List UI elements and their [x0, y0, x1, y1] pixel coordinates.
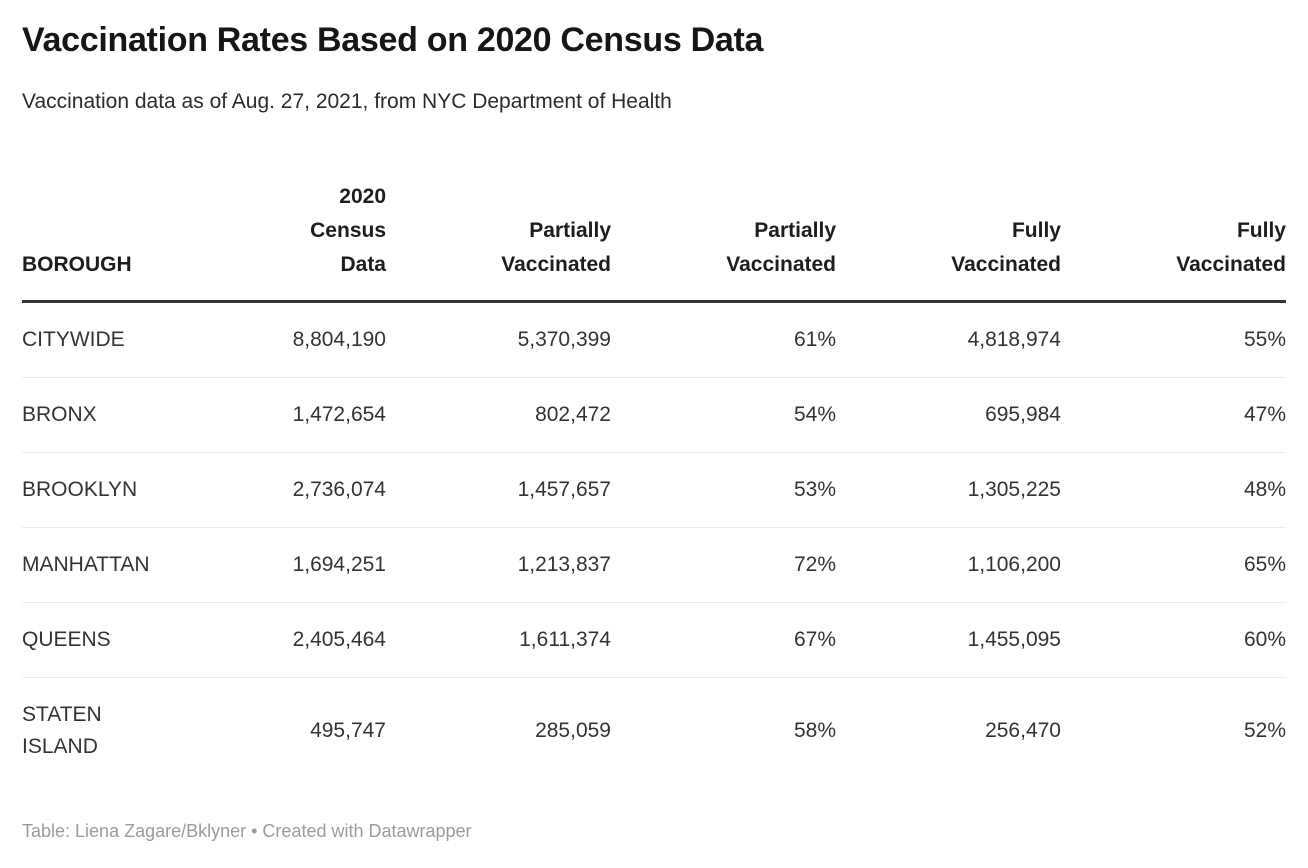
table-row: STATEN ISLAND 495,747 285,059 58% 256,470 52% — [22, 678, 1286, 785]
cell-value: 54% — [793, 403, 836, 427]
cell-value: 1,455,095 — [967, 628, 1061, 652]
cell-borough: QUEENS — [22, 628, 111, 652]
cell-value: 285,059 — [535, 719, 611, 743]
table-row: BROOKLYN 2,736,074 1,457,657 53% 1,305,225 48… — [22, 453, 1286, 528]
subtitle: Vaccination data as of Aug. 27, 2021, fr… — [22, 89, 672, 113]
cell-value: 53% — [793, 478, 836, 502]
table-row: MANHATTAN 1,694,251 1,213,837 72% 1,106,200 6… — [22, 528, 1286, 603]
table-row: BRONX 1,472,654 802,472 54% 695,984 47% — [22, 378, 1286, 453]
cell-borough: BROOKLYN — [22, 478, 138, 502]
cell-value: 802,472 — [535, 403, 611, 427]
cell-borough: BRONX — [22, 403, 97, 427]
header-row: BOROUGH 2020 Census Data Partially Vacci… — [22, 180, 1286, 302]
cell-value: 47% — [1243, 403, 1286, 427]
column-header-partially-vaccinated-pct: Partially Vaccinated — [726, 219, 836, 277]
cell-value: 2,736,074 — [292, 478, 386, 502]
cell-value: 1,457,657 — [517, 478, 611, 502]
table-row: CITYWIDE 8,804,190 5,370,399 61% 4,818,974 55… — [22, 302, 1286, 378]
cell-value: 61% — [793, 328, 836, 352]
cell-value: 65% — [1243, 553, 1286, 577]
cell-value: 58% — [793, 719, 836, 743]
cell-value: 1,694,251 — [292, 553, 386, 577]
vaccination-table: BOROUGH 2020 Census Data Partially Vacci… — [22, 180, 1286, 784]
datawrapper-embed: Vaccination Rates Based on 2020 Census D… — [22, 21, 1286, 842]
attribution: Table: Liena Zagare/Bklyner • Created wi… — [22, 821, 472, 842]
cell-value: 1,106,200 — [967, 553, 1061, 577]
table-header: BOROUGH 2020 Census Data Partially Vacci… — [22, 180, 1286, 302]
cell-value: 5,370,399 — [517, 328, 611, 352]
cell-borough: CITYWIDE — [22, 328, 125, 352]
cell-value: 67% — [793, 628, 836, 652]
cell-value: 495,747 — [310, 719, 386, 743]
cell-value: 2,405,464 — [292, 628, 386, 652]
cell-value: 1,213,837 — [517, 553, 611, 577]
cell-value: 52% — [1243, 719, 1286, 743]
cell-value: 1,472,654 — [292, 403, 386, 427]
column-header-census-2020: 2020 Census Data — [310, 185, 386, 277]
column-header-fully-vaccinated-count: Fully Vaccinated — [951, 219, 1061, 277]
cell-value: 60% — [1243, 628, 1286, 652]
column-header-borough: BOROUGH — [22, 253, 132, 277]
cell-value: 4,818,974 — [967, 328, 1061, 352]
cell-value: 1,305,225 — [967, 478, 1061, 502]
page-title: Vaccination Rates Based on 2020 Census D… — [22, 21, 764, 59]
cell-value: 72% — [793, 553, 836, 577]
table-row: QUEENS 2,405,464 1,611,374 67% 1,455,095 60% — [22, 603, 1286, 678]
column-header-partially-vaccinated-count: Partially Vaccinated — [501, 219, 611, 277]
cell-value: 256,470 — [985, 719, 1061, 743]
cell-borough: STATEN ISLAND — [22, 703, 102, 759]
table-body: CITYWIDE 8,804,190 5,370,399 61% 4,818,974 55… — [22, 302, 1286, 785]
column-header-fully-vaccinated-pct: Fully Vaccinated — [1176, 219, 1286, 277]
cell-value: 695,984 — [985, 403, 1061, 427]
cell-value: 55% — [1243, 328, 1286, 352]
cell-borough: MANHATTAN — [22, 553, 150, 577]
cell-value: 8,804,190 — [292, 328, 386, 352]
cell-value: 48% — [1243, 478, 1286, 502]
cell-value: 1,611,374 — [519, 628, 611, 652]
